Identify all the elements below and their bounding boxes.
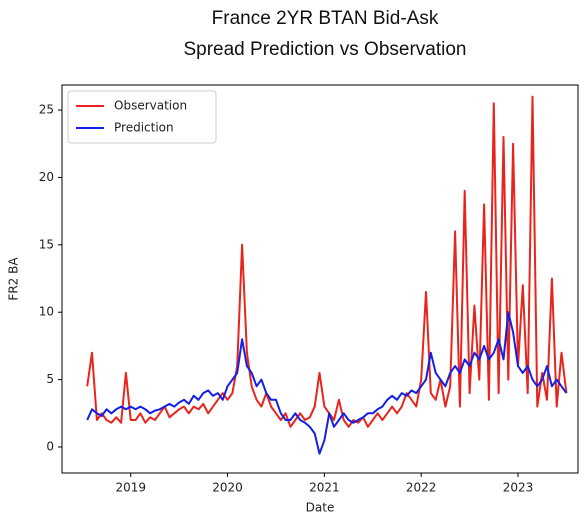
x-tick-label: 2023	[503, 481, 534, 495]
y-tick-label: 5	[46, 372, 54, 386]
y-tick-label: 20	[39, 170, 54, 184]
plot-frame	[61, 84, 579, 474]
x-axis-label: Date	[306, 501, 335, 515]
chart-title: France 2YR BTAN Bid-Ask	[212, 8, 439, 29]
y-tick-label: 15	[39, 237, 54, 251]
chart-title: Spread Prediction vs Observation	[183, 39, 466, 60]
y-tick-label: 0	[46, 439, 54, 453]
series-line	[86, 95, 568, 428]
legend-label: Prediction	[114, 121, 174, 135]
legend-box	[67, 90, 217, 144]
y-axis-label: FR2 BA	[7, 257, 21, 301]
x-tick-label: 2021	[309, 481, 340, 495]
x-tick-label: 2019	[115, 481, 146, 495]
legend-label: Observation	[114, 99, 187, 113]
y-tick-label: 25	[39, 103, 54, 117]
series-line	[86, 311, 568, 455]
x-tick-label: 2022	[406, 481, 437, 495]
x-tick-label: 2020	[212, 481, 243, 495]
y-tick-label: 10	[39, 305, 54, 319]
